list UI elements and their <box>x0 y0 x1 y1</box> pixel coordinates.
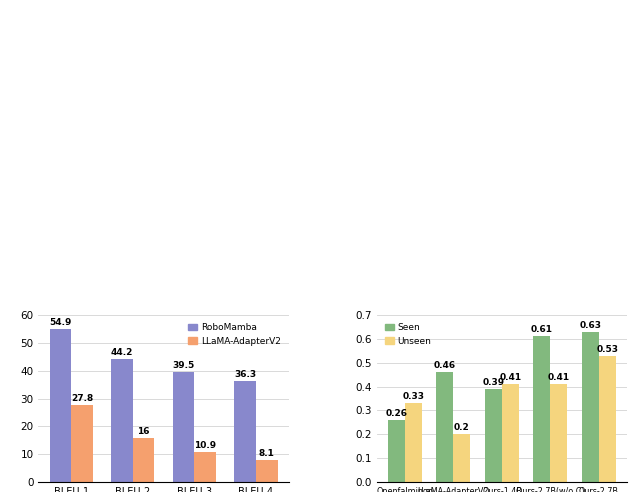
Text: 0.61: 0.61 <box>531 326 553 335</box>
Bar <box>256 460 278 482</box>
Bar <box>533 337 550 482</box>
Bar <box>234 381 256 482</box>
Text: 39.5: 39.5 <box>173 361 195 370</box>
Text: 36.3: 36.3 <box>234 370 256 379</box>
Text: 0.41: 0.41 <box>548 373 570 382</box>
Bar <box>405 403 422 482</box>
Text: 16: 16 <box>138 427 150 436</box>
Bar <box>454 434 470 482</box>
Text: 27.8: 27.8 <box>71 394 93 403</box>
Text: 0.46: 0.46 <box>434 361 456 370</box>
Bar <box>550 384 567 482</box>
Bar <box>485 389 502 482</box>
Bar <box>436 372 454 482</box>
Bar <box>111 359 133 482</box>
Text: 0.39: 0.39 <box>483 378 504 387</box>
Bar <box>71 404 93 482</box>
Text: 10.9: 10.9 <box>194 441 216 450</box>
Bar <box>582 332 599 482</box>
Bar <box>173 372 195 482</box>
Bar <box>599 356 616 482</box>
Text: 0.63: 0.63 <box>579 321 602 330</box>
Text: 0.2: 0.2 <box>454 424 470 432</box>
Bar <box>50 329 71 482</box>
Text: 44.2: 44.2 <box>111 348 133 357</box>
Text: 8.1: 8.1 <box>259 449 275 458</box>
Text: 0.41: 0.41 <box>499 373 522 382</box>
Legend: Seen, Unseen: Seen, Unseen <box>381 319 435 349</box>
Bar <box>388 420 405 482</box>
Bar <box>133 437 154 482</box>
Text: 54.9: 54.9 <box>49 318 72 328</box>
Text: 0.33: 0.33 <box>403 393 424 401</box>
Bar <box>502 384 519 482</box>
Bar <box>195 452 216 482</box>
Legend: RoboMamba, LLaMA-AdapterV2: RoboMamba, LLaMA-AdapterV2 <box>185 319 284 349</box>
Text: 0.26: 0.26 <box>385 409 408 418</box>
Text: 0.53: 0.53 <box>596 344 618 354</box>
